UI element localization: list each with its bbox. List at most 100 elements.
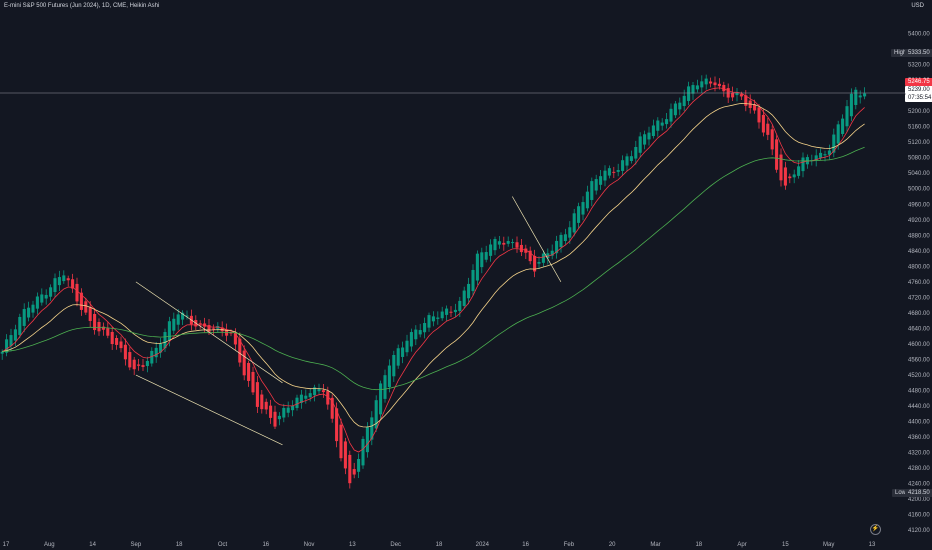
candle-body xyxy=(93,313,97,331)
candle-body xyxy=(489,244,493,256)
candle-body xyxy=(431,316,435,322)
candle-body xyxy=(845,106,849,127)
candle-body xyxy=(722,84,726,92)
candle-body xyxy=(625,156,629,166)
candle-body xyxy=(176,314,180,325)
candle-body xyxy=(159,343,163,353)
candle-body xyxy=(827,150,831,155)
currency-label[interactable]: USD xyxy=(911,3,924,9)
candle-body xyxy=(493,239,497,251)
candle-body xyxy=(440,311,444,319)
candle-body xyxy=(537,261,541,264)
candle-body xyxy=(282,407,286,418)
candle-body xyxy=(238,338,242,363)
candle-body xyxy=(665,119,669,125)
candle-body xyxy=(418,330,422,335)
candle-body xyxy=(132,359,136,370)
candle-body xyxy=(858,95,862,98)
candle-body xyxy=(71,279,75,289)
candle-body xyxy=(854,89,858,106)
y-tick-label: 4520.00 xyxy=(908,373,930,379)
candle-body xyxy=(365,427,369,453)
last-price-tag: 5246.75 xyxy=(905,78,932,86)
candle-body xyxy=(563,234,567,241)
candle-body xyxy=(612,171,616,173)
candle-body xyxy=(515,242,519,248)
candle-body xyxy=(335,408,339,442)
candle-body xyxy=(678,102,682,110)
candle-body xyxy=(115,337,119,345)
candle-body xyxy=(264,401,268,410)
candle-body xyxy=(326,391,330,405)
candle-body xyxy=(211,328,215,330)
candle-body xyxy=(502,242,506,245)
trendline xyxy=(135,374,283,446)
candle-body xyxy=(286,407,290,413)
y-tick-label: 4360.00 xyxy=(908,435,930,441)
candle-body xyxy=(321,390,325,393)
candle-body xyxy=(255,382,259,407)
candle-body xyxy=(594,179,598,191)
candle-body xyxy=(788,176,792,179)
x-tick-label: Apr xyxy=(737,542,746,548)
x-tick-label: Dec xyxy=(390,542,401,548)
candle-body xyxy=(506,241,510,244)
x-tick-label: Sep xyxy=(131,542,142,548)
tradingview-icon[interactable]: ⚡ xyxy=(870,524,881,535)
trendline xyxy=(511,196,562,283)
candle-body xyxy=(819,152,823,158)
candle-body xyxy=(31,304,35,313)
candle-body xyxy=(660,122,664,126)
candle-body xyxy=(656,120,660,131)
candle-body xyxy=(242,350,246,376)
candle-body xyxy=(528,250,532,262)
candle-body xyxy=(97,322,101,332)
candle-body xyxy=(5,339,9,353)
candle-body xyxy=(691,85,695,94)
candle-body xyxy=(361,438,365,466)
y-tick-label: 4680.00 xyxy=(908,311,930,317)
candle-body xyxy=(299,394,303,403)
candle-body xyxy=(348,454,352,484)
candle-body xyxy=(757,107,761,123)
candle-body xyxy=(9,335,13,347)
candle-body xyxy=(577,206,581,223)
candle-body xyxy=(57,277,61,286)
candle-body xyxy=(511,242,515,244)
candle-body xyxy=(590,181,594,200)
x-tick-label: 17 xyxy=(3,542,10,548)
candle-body xyxy=(555,240,559,254)
candle-body xyxy=(801,157,805,172)
y-tick-label: 4440.00 xyxy=(908,404,930,410)
candle-body xyxy=(445,308,449,315)
candle-body xyxy=(233,332,237,345)
candle-body xyxy=(35,296,39,309)
candle-body xyxy=(374,400,378,429)
candle-body xyxy=(616,170,620,172)
candle-body xyxy=(572,213,576,233)
candle-body xyxy=(207,325,211,332)
candle-body xyxy=(629,156,633,161)
x-tick-label: 18 xyxy=(176,542,183,548)
candle-body xyxy=(79,292,83,310)
candle-body xyxy=(770,129,774,150)
candle-body xyxy=(66,278,70,281)
candle-body xyxy=(339,424,343,459)
candle-body xyxy=(797,166,801,176)
candle-body xyxy=(229,332,233,334)
candle-body xyxy=(559,234,563,248)
y-tick-label: 4200.00 xyxy=(908,497,930,503)
candle-body xyxy=(379,383,383,415)
x-tick-label: Feb xyxy=(564,542,575,548)
close-price-tag: 5239.00 xyxy=(905,86,932,94)
candle-body xyxy=(154,347,158,358)
candle-body xyxy=(84,301,88,313)
candle-body xyxy=(0,351,4,354)
x-tick-label: 2024 xyxy=(476,542,490,548)
candle-body xyxy=(841,118,845,134)
candle-body xyxy=(519,244,523,253)
candle-body xyxy=(792,174,796,178)
candle-body xyxy=(145,360,149,367)
candle-body xyxy=(533,255,537,272)
